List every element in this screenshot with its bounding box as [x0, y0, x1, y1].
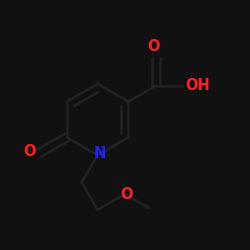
Text: O: O — [120, 187, 132, 202]
Text: O: O — [24, 144, 36, 159]
Text: OH: OH — [186, 78, 210, 93]
Text: N: N — [94, 146, 106, 160]
Text: O: O — [147, 39, 159, 54]
